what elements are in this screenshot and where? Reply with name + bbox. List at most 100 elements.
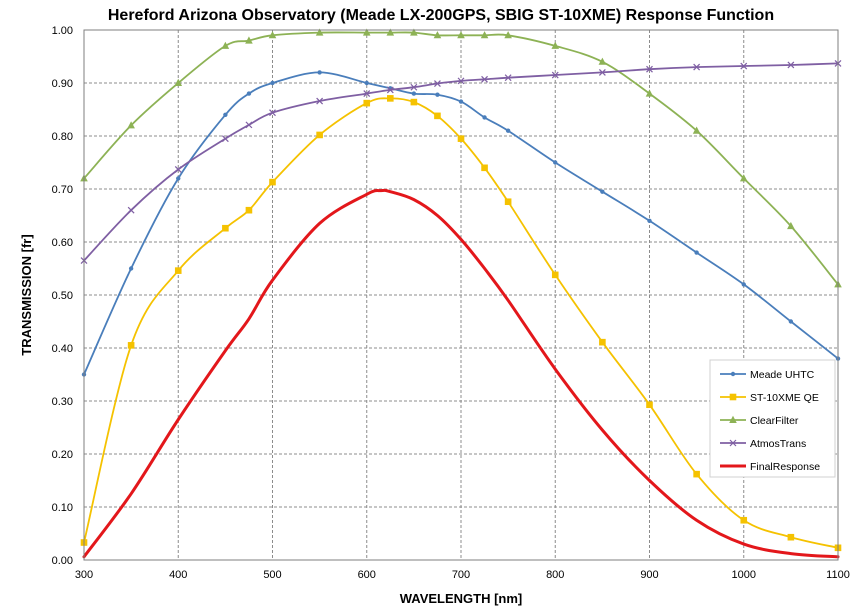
legend: Meade UHTC ST-10XME QE ClearFilter AtmosTra… xyxy=(709,359,836,478)
legend-label-clearfilter: ClearFilter xyxy=(750,415,799,427)
legend-marker-atmostrans xyxy=(729,439,737,447)
y-tick-label: 0.20 xyxy=(52,449,73,461)
data-point-clearfilter xyxy=(268,31,277,39)
y-axis-title: TRANSMISSION [fr] xyxy=(19,234,34,355)
legend-marker-meade-uhtc xyxy=(730,371,736,377)
data-point-atmostrans xyxy=(646,65,653,73)
data-point-atmostrans xyxy=(551,71,559,79)
series-line-finalresponse xyxy=(82,188,840,559)
data-point-meade-uhtc xyxy=(694,250,699,255)
data-point-st-10xme-qe xyxy=(127,342,135,349)
data-point-clearfilter xyxy=(221,41,230,49)
data-point-meade-uhtc xyxy=(505,128,511,133)
legend-item-finalresponse: FinalResponse xyxy=(720,461,820,473)
data-point-atmostrans xyxy=(410,83,418,91)
data-point-meade-uhtc xyxy=(788,319,794,324)
data-point-st-10xme-qe xyxy=(363,99,371,107)
data-point-clearfilter xyxy=(245,36,253,44)
data-point-clearfilter xyxy=(645,89,654,97)
data-point-st-10xme-qe xyxy=(387,95,394,102)
data-point-clearfilter xyxy=(433,31,442,39)
data-point-atmostrans xyxy=(481,75,488,83)
data-point-st-10xme-qe xyxy=(457,135,465,142)
data-point-atmostrans xyxy=(598,68,606,76)
x-tick-label: 700 xyxy=(452,569,470,581)
data-point-st-10xme-qe xyxy=(551,271,559,279)
y-tick-label: 0.50 xyxy=(52,290,73,302)
y-tick-label: 1.00 xyxy=(52,25,73,37)
legend-item-st-10xme-qe: ST-10XME QE xyxy=(720,392,819,404)
data-point-meade-uhtc xyxy=(176,176,181,181)
y-tick-label: 0.10 xyxy=(52,502,73,514)
data-point-meade-uhtc xyxy=(482,115,487,120)
x-tick-label: 900 xyxy=(640,569,658,581)
data-point-meade-uhtc xyxy=(223,112,228,118)
data-point-st-10xme-qe xyxy=(481,164,488,172)
data-point-st-10xme-qe xyxy=(740,516,748,524)
series-layer xyxy=(80,28,842,559)
data-point-atmostrans xyxy=(269,109,276,117)
data-point-st-10xme-qe xyxy=(646,401,653,409)
legend-label-finalresponse: FinalResponse xyxy=(750,461,820,473)
data-point-clearfilter xyxy=(598,57,607,65)
y-tick-label: 0.80 xyxy=(52,131,73,143)
y-tick-label: 0.40 xyxy=(52,343,73,355)
data-point-clearfilter xyxy=(739,174,748,182)
legend-label-atmostrans: AtmosTrans xyxy=(750,438,806,450)
legend-label-st-10xme-qe: ST-10XME QE xyxy=(750,392,819,404)
legend-item-atmostrans: AtmosTrans xyxy=(720,438,806,450)
series-finalresponse xyxy=(82,188,840,559)
x-axis-title: WAVELENGTH [nm] xyxy=(400,591,523,606)
x-tick-label: 1000 xyxy=(732,569,756,581)
tick-labels: 300 400 500 600 700 800 900 1000 1100 0.00 0.10 0.2… xyxy=(52,25,850,581)
data-point-atmostrans xyxy=(221,135,229,143)
data-point-atmostrans xyxy=(363,90,371,98)
plot-area-border xyxy=(83,29,839,561)
data-point-clearfilter xyxy=(386,28,395,36)
data-point-clearfilter xyxy=(504,31,512,39)
x-tick-label: 400 xyxy=(169,569,187,581)
data-point-st-10xme-qe xyxy=(245,206,253,214)
legend-label-meade-uhtc: Meade UHTC xyxy=(750,369,815,381)
data-point-atmostrans xyxy=(127,206,135,214)
x-tick-label: 1100 xyxy=(826,569,850,581)
y-tick-label: 0.60 xyxy=(52,237,73,249)
data-point-atmostrans xyxy=(386,86,394,94)
data-point-atmostrans xyxy=(457,77,465,85)
data-point-atmostrans xyxy=(787,61,795,69)
data-point-st-10xme-qe xyxy=(693,470,700,478)
data-point-meade-uhtc xyxy=(364,80,369,86)
data-point-st-10xme-qe xyxy=(787,533,795,541)
data-point-meade-uhtc xyxy=(246,91,252,96)
legend-item-meade-uhtc: Meade UHTC xyxy=(720,369,815,381)
data-point-meade-uhtc xyxy=(411,91,417,96)
data-point-meade-uhtc xyxy=(458,99,464,104)
data-point-meade-uhtc xyxy=(317,70,322,75)
legend-box xyxy=(709,359,836,478)
data-point-clearfilter xyxy=(127,121,135,129)
data-point-st-10xme-qe xyxy=(434,112,441,120)
data-point-clearfilter xyxy=(480,31,489,39)
y-tick-label: 0.30 xyxy=(52,396,73,408)
y-tick-label: 0.00 xyxy=(52,555,73,567)
data-point-meade-uhtc xyxy=(128,266,134,271)
data-point-st-10xme-qe xyxy=(504,198,512,206)
series-clearfilter xyxy=(80,28,842,288)
data-point-atmostrans xyxy=(434,80,441,87)
data-point-atmostrans xyxy=(504,74,512,82)
data-point-clearfilter xyxy=(315,28,324,36)
y-tick-label: 0.90 xyxy=(52,78,73,90)
legend-marker-clearfilter xyxy=(729,415,737,423)
data-point-st-10xme-qe xyxy=(222,224,229,232)
x-tick-label: 500 xyxy=(263,569,281,581)
x-tick-label: 800 xyxy=(546,569,564,581)
data-point-clearfilter xyxy=(787,221,795,230)
data-point-atmostrans xyxy=(740,62,748,70)
data-point-st-10xme-qe xyxy=(269,178,276,186)
data-point-clearfilter xyxy=(692,126,701,134)
data-point-clearfilter xyxy=(362,28,371,36)
data-point-atmostrans xyxy=(693,63,701,71)
data-point-clearfilter xyxy=(551,41,560,49)
